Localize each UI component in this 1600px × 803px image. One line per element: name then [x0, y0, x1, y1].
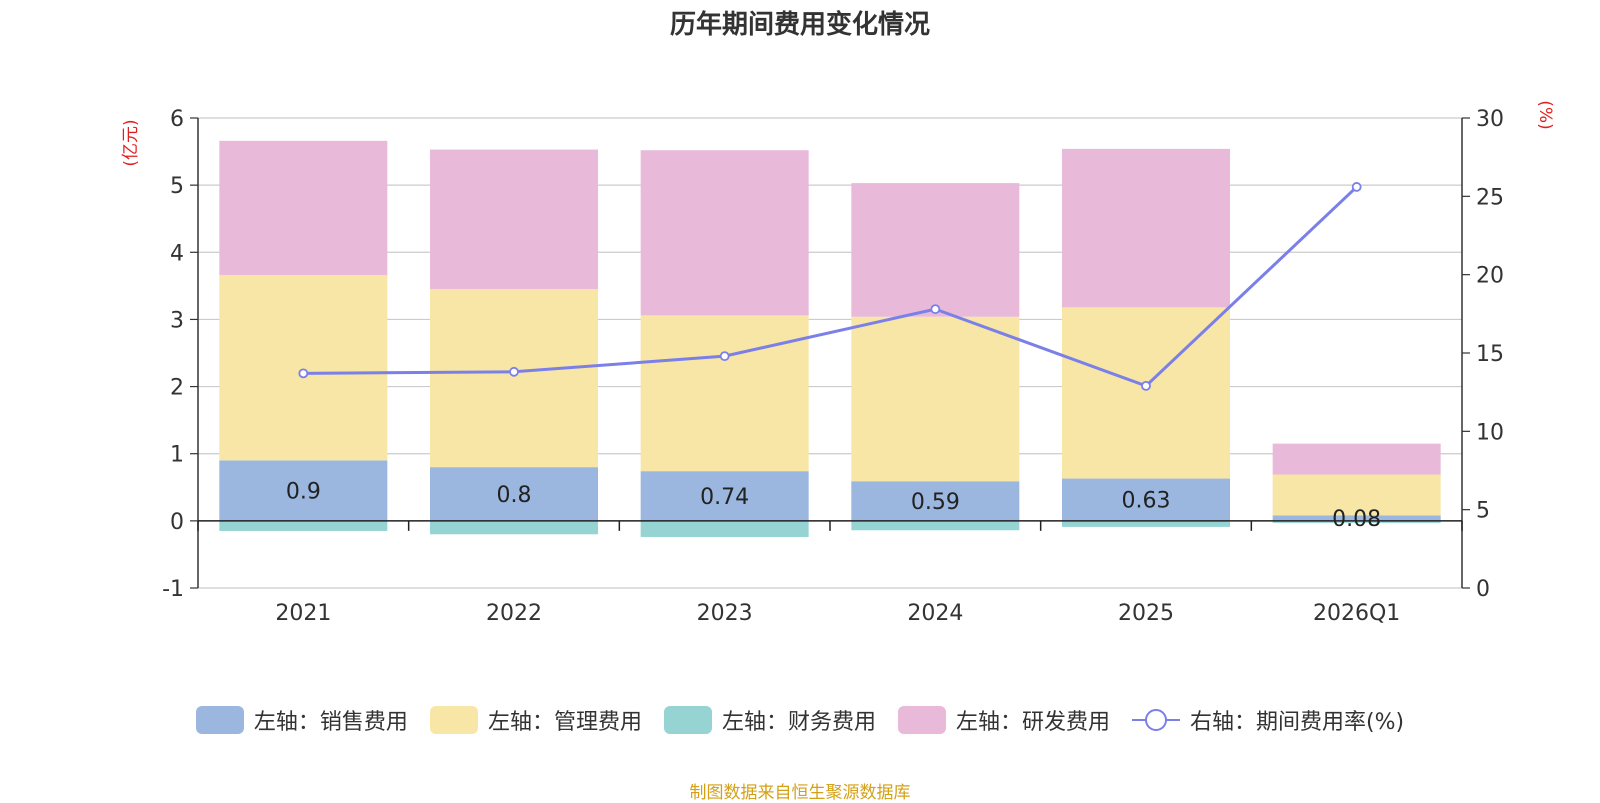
bar-segment: [640, 471, 809, 521]
left-axis-tick-label: 1: [170, 443, 184, 468]
bar-segment: [1062, 307, 1230, 479]
legend-swatch-rnd: [897, 706, 946, 734]
legend-item-finance[interactable]: 左轴：财务费用: [663, 704, 876, 736]
rate-point: [930, 304, 941, 315]
category-label: 2021: [275, 601, 331, 626]
bars: [219, 140, 1441, 537]
data-labels: 0.9 0.8 0.74 0.59 0.63 0.08: [286, 480, 1381, 533]
legend-swatch-finance: [663, 706, 712, 734]
legend-item-rnd[interactable]: 左轴：研发费用: [897, 704, 1110, 736]
rate-point: [1141, 380, 1151, 391]
bar-data-label: 0.08: [1332, 507, 1381, 532]
left-axis-tick-label: 5: [170, 174, 184, 199]
rate-point: [509, 366, 519, 377]
bar-data-label: 0.59: [911, 490, 960, 515]
rate-point: [1351, 182, 1362, 192]
bar-segment: [640, 150, 809, 316]
left-axis-tick-label: 4: [170, 241, 184, 266]
bar-segment: [851, 183, 1020, 317]
bar-data-label: 0.9: [286, 480, 321, 505]
bar-segment: [851, 520, 1020, 531]
bar-segment: [851, 316, 1020, 482]
bar-segment: [1272, 443, 1441, 475]
rate-line-path: [303, 185, 1358, 388]
legend-label-sales: 左轴：销售费用: [253, 710, 408, 735]
bar-segment: [430, 467, 598, 521]
rate-point: [719, 351, 730, 362]
legend: 左轴：销售费用 左轴：管理费用 左轴：财务费用 左轴：研发费用 右轴：期间费用率…: [0, 700, 1600, 740]
legend-line-marker-icon: [1131, 709, 1180, 731]
bar-data-label: 0.8: [497, 483, 532, 508]
left-axis-unit-label: (亿元): [121, 119, 141, 166]
right-axis-tick-label: 0: [1476, 577, 1490, 602]
bar-segment: [219, 460, 388, 521]
category-label: 2022: [486, 601, 542, 626]
legend-swatch-sales: [195, 706, 244, 734]
right-axis-tick-label: 15: [1476, 342, 1504, 367]
left-axis-tick-label: 0: [170, 510, 184, 535]
legend-item-sales[interactable]: 左轴：销售费用: [195, 704, 408, 736]
rate-point: [298, 368, 309, 379]
bar-segment: [219, 520, 388, 531]
right-axis-tick-label: 20: [1476, 264, 1504, 289]
category-label: 2026Q1: [1313, 601, 1400, 626]
bar-segment: [219, 140, 388, 276]
bar-segment: [1272, 515, 1441, 521]
right-axis-tick-label: 10: [1476, 420, 1504, 445]
legend-label-rate: 右轴：期间费用率(%): [1189, 710, 1405, 735]
bar-segment: [1062, 148, 1230, 308]
left-axis-tick-label: 3: [170, 308, 184, 333]
left-axis-tick-label: 6: [170, 107, 184, 132]
legend-label-admin: 左轴：管理费用: [487, 710, 642, 735]
left-axis-tick-label: 2: [170, 376, 184, 401]
bar-segment: [1062, 520, 1230, 527]
category-label: 2024: [907, 601, 963, 626]
bar-segment: [430, 149, 598, 290]
right-axis-tick-label: 5: [1476, 499, 1490, 524]
legend-item-rate[interactable]: 右轴：期间费用率(%): [1131, 704, 1405, 736]
bar-segment: [430, 289, 598, 468]
legend-label-rnd: 左轴：研发费用: [955, 710, 1110, 735]
right-axis-tick-label: 30: [1476, 107, 1504, 132]
bar-segment: [1062, 478, 1230, 521]
bar-segment: [219, 275, 388, 461]
source-note: 制图数据来自恒生聚源数据库: [689, 783, 911, 803]
legend-swatch-admin: [429, 706, 478, 734]
right-axis-unit-label: (%): [1535, 100, 1555, 129]
bar-segment: [430, 520, 598, 535]
category-label: 2025: [1118, 601, 1174, 626]
grid-lines: [198, 117, 1462, 589]
bar-segment: [1272, 474, 1441, 516]
bar-segment: [1272, 520, 1441, 523]
right-axis-tick-label: 25: [1476, 185, 1504, 210]
bar-segment: [640, 315, 809, 472]
legend-item-admin[interactable]: 左轴：管理费用: [429, 704, 642, 736]
bar-data-label: 0.63: [1122, 489, 1171, 514]
rate-line: [298, 182, 1362, 391]
chart-title: 历年期间费用变化情况: [669, 10, 930, 40]
left-axis-tick-label: -1: [162, 577, 184, 602]
legend-label-finance: 左轴：财务费用: [721, 710, 876, 735]
bar-segment: [851, 481, 1020, 521]
category-label: 2023: [697, 601, 753, 626]
bar-data-label: 0.74: [700, 485, 749, 510]
bar-segment: [640, 520, 809, 537]
